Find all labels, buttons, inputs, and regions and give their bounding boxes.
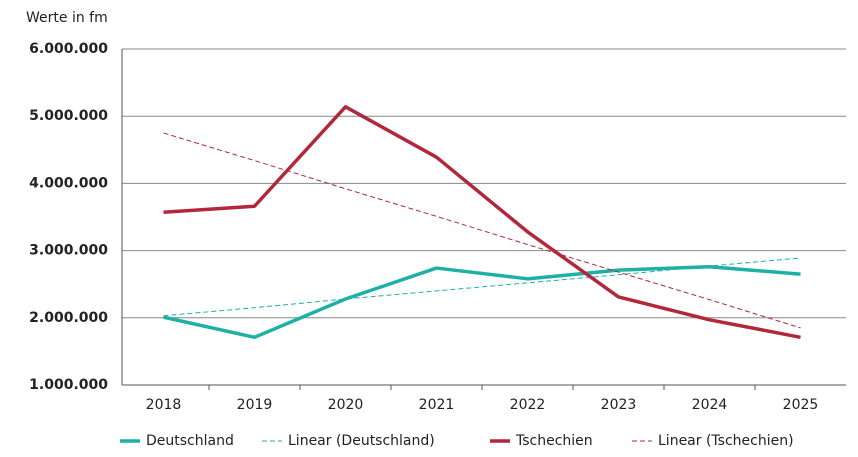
- x-tick-label: 2020: [328, 397, 364, 413]
- data-line: [163, 264, 801, 340]
- legend-label: Tschechien: [515, 433, 593, 449]
- data-line: [163, 105, 801, 340]
- trend-line: [163, 132, 801, 329]
- legend-label: Linear (Deutschland): [288, 433, 435, 449]
- x-tick-label: 2019: [237, 397, 273, 413]
- y-tick-label: 4.000.000: [29, 175, 108, 191]
- trend-line: [163, 257, 801, 317]
- legend-label: Linear (Tschechien): [658, 433, 794, 449]
- y-tick-label: 2.000.000: [29, 310, 108, 326]
- x-tick-label: 2023: [601, 397, 637, 413]
- x-tick-label: 2024: [692, 397, 728, 413]
- y-axis-title: Werte in fm: [26, 10, 108, 26]
- x-tick-label: 2025: [783, 397, 819, 413]
- y-tick-label: 3.000.000: [29, 243, 108, 259]
- y-tick-label: 6.000.000: [29, 41, 108, 57]
- y-tick-label: 1.000.000: [29, 377, 108, 393]
- x-tick-label: 2018: [146, 397, 182, 413]
- y-tick-label: 5.000.000: [29, 108, 108, 124]
- x-tick-label: 2022: [510, 397, 546, 413]
- legend-label: Deutschland: [146, 433, 234, 449]
- x-tick-label: 2021: [419, 397, 455, 413]
